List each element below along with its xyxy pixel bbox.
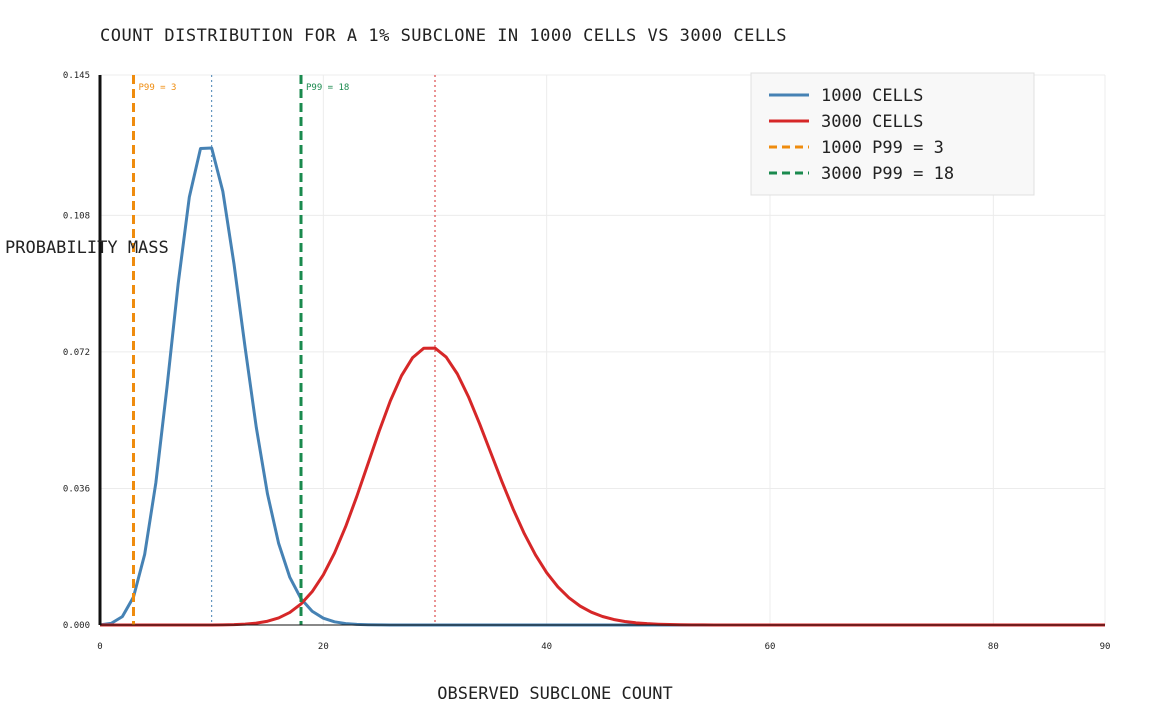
threshold-lines: P99 = 3 P99 = 18	[132, 75, 349, 625]
y-tick-label: 0.036	[63, 484, 90, 494]
x-tick-label: 0	[97, 642, 102, 652]
x-axis-label: OBSERVED SUBCLONE COUNT	[437, 684, 672, 704]
threshold-label: P99 = 18	[306, 83, 349, 93]
chart-title: COUNT DISTRIBUTION FOR A 1% SUBCLONE IN …	[100, 26, 787, 46]
y-axis-label: PROBABILITY MASS	[5, 238, 169, 258]
x-tick-label: 90	[1100, 642, 1111, 652]
legend-label: 3000 P99 = 18	[821, 164, 954, 184]
legend-label: 1000 P99 = 3	[821, 138, 944, 158]
series-group	[99, 146, 1105, 627]
x-tick-label: 20	[318, 642, 329, 652]
tick-labels: 0 20 40 60 80 90 0.000 0.036 0.072 0.108 0.145	[63, 71, 1111, 652]
legend-label: 3000 CELLS	[821, 112, 923, 132]
x-tick-label: 40	[541, 642, 552, 652]
legend-label: 1000 CELLS	[821, 86, 923, 106]
series-line	[99, 146, 1105, 627]
legend-box	[750, 72, 1035, 196]
y-tick-label: 0.108	[63, 211, 90, 221]
y-tick-label: 0.000	[63, 621, 90, 631]
legend: 1000 CELLS 3000 CELLS 1000 P99 = 3 3000 P99…	[750, 72, 1035, 196]
x-tick-label: 60	[765, 642, 776, 652]
x-tick-label: 80	[988, 642, 999, 652]
y-tick-label: 0.072	[63, 348, 90, 358]
axes	[98, 75, 1105, 626]
y-tick-label: 0.145	[63, 71, 90, 81]
threshold-label: P99 = 3	[139, 83, 177, 93]
